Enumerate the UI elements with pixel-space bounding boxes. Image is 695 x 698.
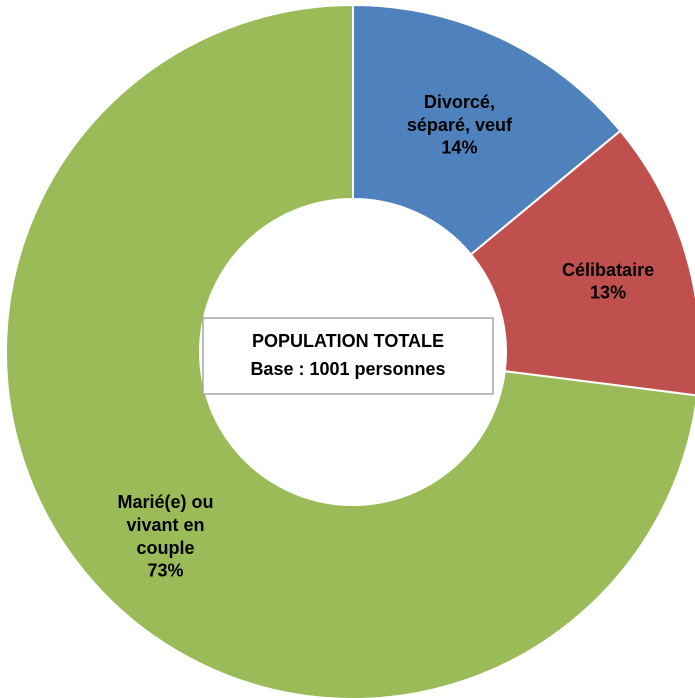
center-subtitle: Base : 1001 personnes xyxy=(250,359,445,379)
value-label: 14% xyxy=(441,138,477,158)
value-label: 13% xyxy=(590,283,626,303)
center-box xyxy=(202,317,494,395)
slice-label: Célibataire xyxy=(562,260,654,280)
slice-label: Marié(e) ou vivant en couple xyxy=(117,492,213,558)
labels: Divorcé, séparé, veuf 14% Célibataire 13% Mar… xyxy=(117,92,654,581)
value-label: 73% xyxy=(147,561,183,581)
slice-label: Divorcé, séparé, veuf xyxy=(407,92,513,135)
center-title: POPULATION TOTALE xyxy=(252,331,444,351)
slices xyxy=(5,3,695,698)
slice xyxy=(352,3,622,256)
slice xyxy=(5,3,695,698)
slice xyxy=(469,129,695,397)
